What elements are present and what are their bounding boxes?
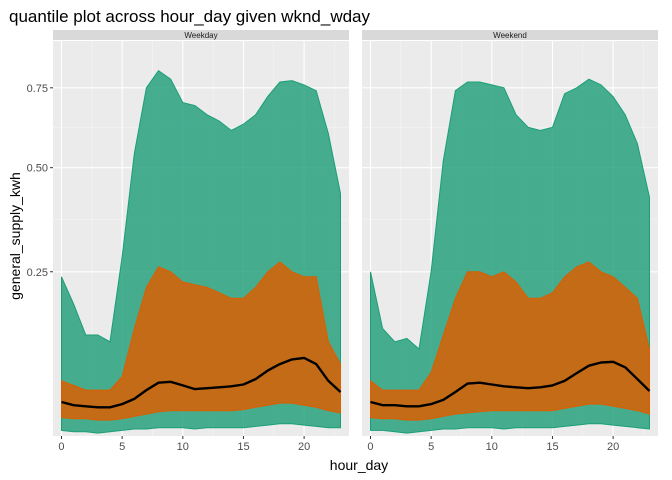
facet-strip [53, 30, 349, 40]
median-line [61, 356, 342, 409]
facet-strip-label: Weekday [184, 31, 217, 40]
x-tick-label: 0 [58, 441, 64, 453]
median-line [370, 360, 651, 408]
inner-quantile-band [61, 261, 341, 421]
x-axis-title: hour_day [330, 457, 388, 473]
chart-title: quantile plot across hour_day given wknd… [9, 7, 371, 26]
facet-strip-label: Weekend [493, 31, 527, 40]
facet-panels: Weekday 0 5 10 15 20 0.25 0.50 0.75 Weekend 0 5 10 15… [27, 30, 658, 453]
x-tick-label: 5 [428, 441, 434, 453]
x-tick-label: 5 [119, 441, 125, 453]
inner-quantile-band [370, 261, 650, 421]
y-tick-label: 0.50 [27, 163, 48, 175]
x-tick-label: 10 [486, 441, 498, 453]
y-tick-label: 0.75 [27, 83, 48, 95]
x-tick-label: 20 [298, 441, 310, 453]
x-tick-label: 10 [177, 441, 189, 453]
x-tick-label: 15 [237, 441, 249, 453]
x-tick-label: 15 [546, 441, 558, 453]
facet-strip [362, 30, 658, 40]
x-tick-label: 20 [607, 441, 619, 453]
y-axis-title: general_supply_kwh [7, 172, 23, 300]
facet-panel-1: Weekend 0 5 10 15 20 [362, 30, 658, 453]
facet-panel-0: Weekday 0 5 10 15 20 0.25 0.50 0.75 [27, 30, 349, 453]
y-tick-label: 0.25 [27, 267, 48, 279]
x-tick-label: 0 [367, 441, 373, 453]
